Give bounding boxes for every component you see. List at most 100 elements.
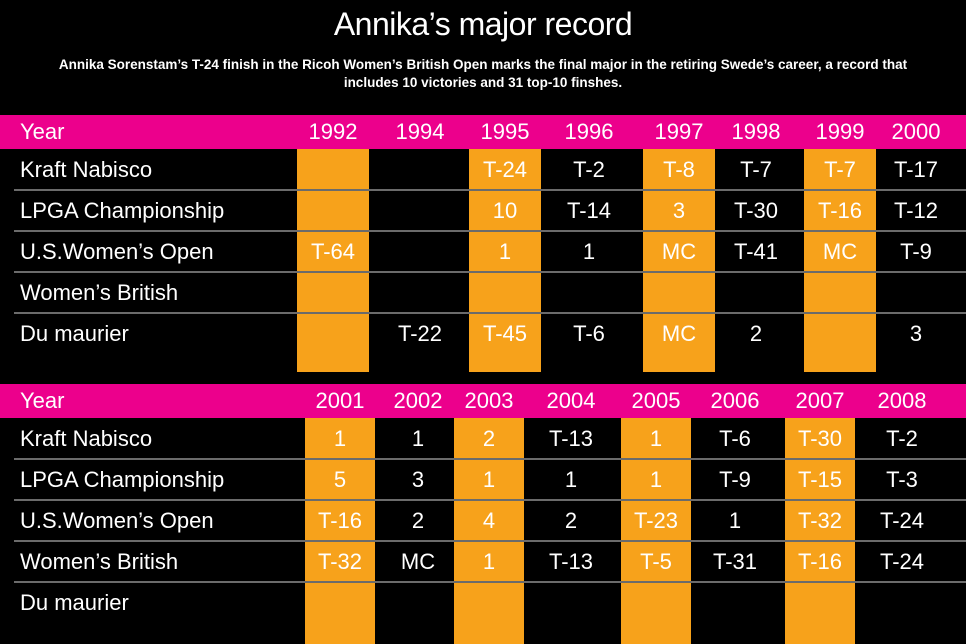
- result-cell-2000: T-12: [893, 198, 939, 223]
- chart-title: Annika’s major record: [333, 6, 633, 42]
- result-cell-2004: 1: [564, 467, 578, 492]
- result-cell-2002: 1: [411, 426, 425, 451]
- result-cell-2001: T-16: [317, 508, 363, 533]
- highlight-column-2001: [305, 418, 375, 644]
- result-cell-2000: 3: [909, 321, 923, 346]
- row-divider: [14, 540, 966, 542]
- result-cell-2006: T-31: [712, 549, 758, 574]
- year-header-2008: 2008: [877, 388, 927, 413]
- result-cell-2004: T-13: [548, 426, 594, 451]
- event-label: LPGA Championship: [20, 198, 225, 223]
- result-cell-2002: 2: [411, 508, 425, 533]
- year-header-2000: 2000: [891, 119, 941, 144]
- result-cell-1997: MC: [661, 239, 697, 264]
- chart-subtitle: Annika Sorenstam’s T-24 finish in the Ri…: [58, 57, 908, 90]
- event-label: Women’s British: [20, 549, 179, 574]
- year-header-2003: 2003: [464, 388, 514, 413]
- year-header-row: Year 1992 1994 1995 1996 1997 1998 1999 2000: [0, 115, 966, 149]
- year-header-1998: 1998: [731, 119, 781, 144]
- year-header-2005: 2005: [631, 388, 681, 413]
- row-divider: [14, 189, 966, 191]
- result-cell-1995: 1: [498, 239, 512, 264]
- highlight-column-2005: [621, 418, 691, 644]
- result-cell-1994: T-22: [397, 321, 443, 346]
- year-header-2007: 2007: [795, 388, 845, 413]
- year-header-label: Year: [20, 388, 65, 413]
- year-header-1999: 1999: [815, 119, 865, 144]
- result-cell-2005: 1: [649, 467, 663, 492]
- year-header-2001: 2001: [315, 388, 365, 413]
- year-header-2006: 2006: [710, 388, 760, 413]
- result-cell-1997: T-8: [663, 157, 695, 182]
- event-label: LPGA Championship: [20, 467, 225, 492]
- result-cell-2006: T-6: [719, 426, 751, 451]
- result-cell-2007: T-15: [797, 467, 843, 492]
- event-label: Kraft Nabisco: [20, 157, 153, 182]
- result-cell-1995: 10: [492, 198, 518, 223]
- result-cell-2005: T-23: [633, 508, 679, 533]
- table-row: Du maurier: [0, 582, 966, 623]
- highlight-column-1997: [643, 149, 715, 372]
- row-divider: [14, 271, 966, 273]
- result-cell-2007: T-30: [797, 426, 843, 451]
- result-cell-2001: 1: [333, 426, 347, 451]
- table-row: LPGA Championship 5 3 1 1 1 T-9 T-15 T-3: [0, 459, 966, 500]
- table-row: U.S.Women’s Open T-16 2 4 2 T-23 1 T-32 T-24: [0, 500, 966, 541]
- result-cell-1996: T-14: [566, 198, 612, 223]
- highlight-column-2007: [785, 418, 855, 644]
- result-cell-2001: T-32: [317, 549, 363, 574]
- year-header-2004: 2004: [546, 388, 596, 413]
- result-cell-1992: T-64: [310, 239, 356, 264]
- result-cell-2007: T-16: [797, 549, 843, 574]
- event-label: U.S.Women’s Open: [20, 239, 214, 264]
- result-cell-1997: 3: [672, 198, 686, 223]
- result-cell-2000: T-17: [893, 157, 939, 182]
- table-row: LPGA Championship 10 T-14 3 T-30 T-16 T-12: [0, 190, 966, 231]
- result-cell-1998: T-41: [733, 239, 779, 264]
- result-cell-2002: 3: [411, 467, 425, 492]
- year-header-1994: 1994: [395, 119, 445, 144]
- result-cell-2003: 2: [482, 426, 496, 451]
- row-divider: [14, 581, 966, 583]
- result-cell-1998: T-7: [740, 157, 772, 182]
- result-cell-2006: T-9: [719, 467, 751, 492]
- row-divider: [14, 458, 966, 460]
- row-divider: [14, 499, 966, 501]
- result-cell-2004: 2: [564, 508, 578, 533]
- result-cell-1999: T-16: [817, 198, 863, 223]
- result-cell-2008: T-24: [879, 508, 925, 533]
- result-cell-1998: 2: [749, 321, 763, 346]
- result-cell-2007: T-32: [797, 508, 843, 533]
- year-header-1995: 1995: [480, 119, 530, 144]
- year-header-1996: 1996: [564, 119, 614, 144]
- table-row: Kraft Nabisco T-24 T-2 T-8 T-7 T-7 T-17: [0, 149, 966, 190]
- result-cell-2005: 1: [649, 426, 663, 451]
- highlight-column-1992: [297, 149, 369, 372]
- result-cell-2000: T-9: [900, 239, 932, 264]
- result-cell-2003: 4: [482, 508, 496, 533]
- year-header-label: Year: [20, 119, 65, 144]
- event-label: Du maurier: [20, 321, 129, 346]
- event-label: Women’s British: [20, 280, 179, 305]
- highlight-column-1999: [804, 149, 876, 372]
- result-cell-2003: 1: [482, 467, 496, 492]
- event-label: Kraft Nabisco: [20, 426, 153, 451]
- table-row: U.S.Women’s Open T-64 1 1 MC T-41 MC T-9: [0, 231, 966, 272]
- event-label: Du maurier: [20, 590, 129, 615]
- result-cell-1999: T-7: [824, 157, 856, 182]
- result-cell-1995: T-45: [482, 321, 528, 346]
- table-row: Kraft Nabisco 1 1 2 T-13 1 T-6 T-30 T-2: [0, 418, 966, 459]
- results-table-1992-2000: Year 1992 1994 1995 1996 1997 1998 1999 2000 Kraf…: [0, 115, 966, 372]
- result-cell-1996: T-6: [573, 321, 605, 346]
- year-header-1997: 1997: [654, 119, 704, 144]
- table-row: Women’s British T-32 MC 1 T-13 T-5 T-31 T-16 T-2…: [0, 541, 966, 582]
- table-row: Women’s British: [0, 272, 966, 313]
- result-cell-2002: MC: [400, 549, 436, 574]
- highlight-column-1995: [469, 149, 541, 372]
- result-cell-2006: 1: [728, 508, 742, 533]
- result-cell-1996: 1: [582, 239, 596, 264]
- result-cell-2008: T-2: [886, 426, 918, 451]
- year-header-row: Year 2001 2002 2003 2004 2005 2006 2007 2008: [0, 384, 966, 418]
- result-cell-2001: 5: [333, 467, 347, 492]
- row-divider: [14, 230, 966, 232]
